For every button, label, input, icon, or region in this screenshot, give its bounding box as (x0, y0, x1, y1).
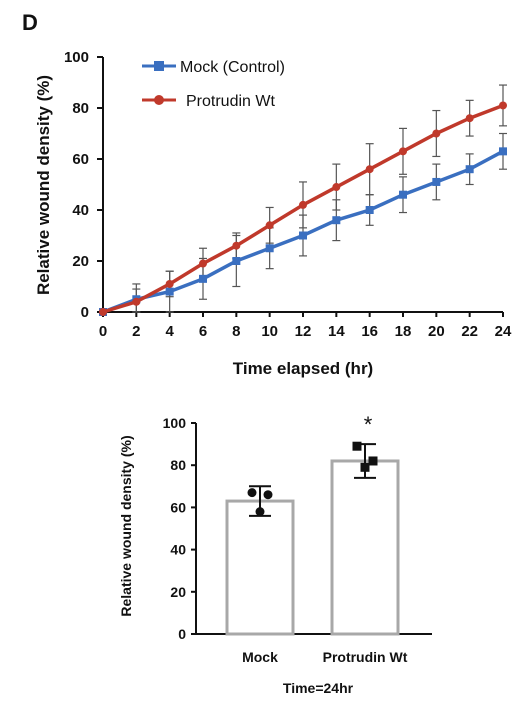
bar-chart-y-tick-label: 80 (170, 457, 186, 473)
data-point-protrudin (99, 308, 107, 316)
bar-chart-xlabel: Time=24hr (283, 680, 354, 696)
data-point-mock (165, 287, 174, 296)
line-chart-x-tick-label: 8 (232, 323, 240, 340)
data-point-protrudin (165, 279, 174, 288)
bar-chart-y-tick-label: 40 (170, 542, 186, 558)
line-chart-y-tick-label: 80 (72, 100, 89, 117)
data-point-mock (465, 165, 474, 174)
bar-category-label: Mock (242, 649, 278, 665)
line-chart-error-bars (99, 84, 507, 313)
line-chart: Relative wound density (%) Time elapsed … (34, 49, 512, 378)
line-chart-x-tick-label: 10 (261, 323, 278, 340)
legend-label-mock: Mock (Control) (180, 59, 285, 76)
line-chart-x-tick-label: 12 (295, 323, 312, 340)
legend-label-protrudin: Protrudin Wt (186, 93, 275, 110)
data-point-mock (299, 231, 307, 240)
line-chart-x-tick-label: 6 (199, 323, 207, 340)
bar-chart-y-tick-label: 60 (170, 499, 186, 515)
line-chart-x-tick-label: 0 (99, 323, 107, 340)
line-chart-y-tick-label: 40 (72, 202, 89, 219)
line-chart-xlabel: Time elapsed (hr) (233, 359, 373, 378)
data-point-mock (199, 274, 207, 283)
line-chart-series (99, 101, 507, 316)
data-point-protrudin (499, 101, 507, 110)
bar-mock (225, 499, 295, 636)
line-chart-x-tick-label: 20 (428, 323, 445, 340)
panel-label: D (22, 10, 38, 35)
data-point-mock (432, 177, 441, 186)
line-chart-y-tick-label: 20 (72, 253, 89, 270)
data-point-protrudin (199, 259, 207, 268)
data-point-protrudin (432, 129, 441, 138)
line-chart-ylabel: Relative wound density (%) (34, 75, 53, 295)
data-point-mock (499, 147, 507, 156)
replicate-point-protrudin (352, 441, 362, 451)
data-point-protrudin (132, 297, 141, 306)
data-point-protrudin (299, 200, 307, 209)
bar-chart-bars: * (225, 412, 400, 636)
replicate-point-protrudin (360, 462, 370, 472)
replicate-point-mock (247, 488, 257, 498)
line-chart-x-tick-label: 16 (361, 323, 378, 340)
data-point-protrudin (232, 241, 241, 250)
legend-marker-mock (154, 61, 164, 71)
data-point-mock (399, 190, 407, 199)
line-chart-x-tick-label: 4 (165, 323, 174, 340)
bar-category-label: Protrudin Wt (323, 649, 408, 665)
line-chart-y-tick-label: 100 (64, 49, 89, 66)
line-chart-x-tick-label: 14 (328, 323, 345, 340)
bar-chart-y-tick-label: 20 (170, 584, 186, 600)
bar-protrudin (330, 459, 400, 636)
line-chart-x-tick-label: 22 (461, 323, 478, 340)
bar-chart: Relative wound density (%) Time=24hr Moc… (118, 412, 432, 696)
data-point-protrudin (265, 221, 274, 230)
bar-chart-ylabel: Relative wound density (%) (118, 435, 134, 616)
line-chart-legend: Mock (Control) Protrudin Wt (142, 59, 285, 110)
replicate-point-protrudin (368, 456, 378, 466)
line-chart-y-tick-label: 0 (81, 304, 89, 321)
data-point-protrudin (365, 165, 374, 174)
data-point-mock (365, 206, 374, 214)
data-point-protrudin (332, 183, 341, 192)
data-point-mock (332, 216, 341, 225)
replicate-point-mock (255, 507, 265, 517)
line-chart-x-tick-label: 2 (132, 323, 140, 340)
line-chart-y-tick-label: 60 (72, 151, 89, 168)
line-chart-x-tick-label: 24 (495, 323, 512, 340)
replicate-point-mock (263, 490, 273, 500)
line-chart-x-tick-label: 18 (395, 323, 412, 340)
data-point-protrudin (399, 147, 407, 156)
bar-chart-y-tick-label: 100 (163, 415, 187, 431)
data-point-protrudin (465, 114, 474, 123)
bar-chart-y-tick-label: 0 (178, 626, 186, 642)
data-point-mock (232, 257, 241, 265)
legend-marker-protrudin (154, 95, 164, 105)
data-point-mock (265, 244, 274, 253)
significance-asterisk: * (364, 412, 373, 437)
